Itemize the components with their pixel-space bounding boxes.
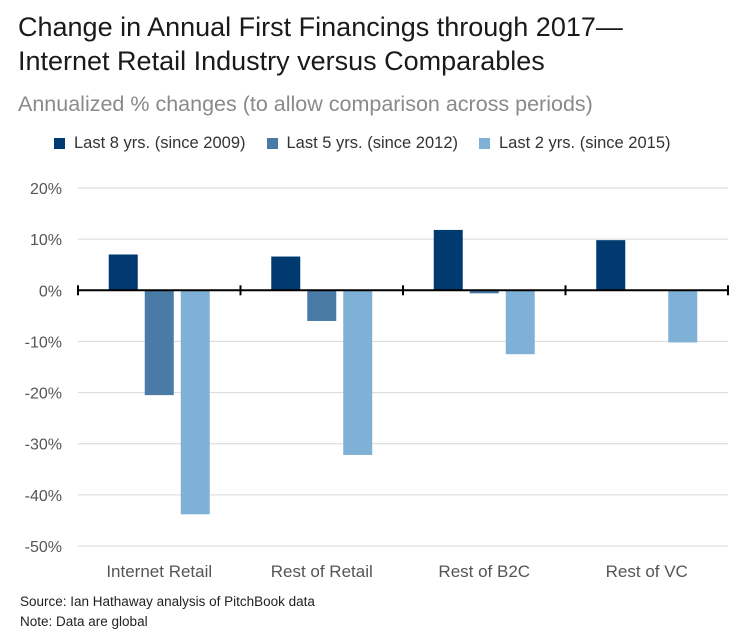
bar <box>505 290 535 355</box>
bar <box>180 290 210 515</box>
legend-label-series-3: Last 2 yrs. (since 2015) <box>499 134 671 152</box>
y-tick-label: -10% <box>25 334 62 351</box>
bar <box>108 254 138 291</box>
y-tick-label: 20% <box>30 181 62 198</box>
x-category-label: Rest of B2C <box>438 562 530 581</box>
chart-legend: Last 8 yrs. (since 2009) Last 5 yrs. (si… <box>54 134 692 153</box>
legend-item-series-3: Last 2 yrs. (since 2015) <box>479 134 671 153</box>
data-note: Note: Data are global <box>20 614 148 629</box>
chart-title: Change in Annual First Financings throug… <box>18 10 623 78</box>
legend-swatch-series-2 <box>266 138 278 149</box>
legend-item-series-2: Last 5 yrs. (since 2012) <box>266 134 459 153</box>
x-category-label: Rest of VC <box>606 562 688 581</box>
y-tick-label: 10% <box>30 232 62 249</box>
x-category-label: Rest of Retail <box>271 562 373 581</box>
legend-label-series-1: Last 8 yrs. (since 2009) <box>74 134 246 152</box>
bar <box>144 290 174 396</box>
chart-subtitle: Annualized % changes (to allow compariso… <box>18 92 593 116</box>
legend-swatch-series-1 <box>54 138 65 149</box>
bar <box>469 290 499 294</box>
bar <box>668 290 698 343</box>
bar <box>433 229 463 291</box>
x-category-label: Internet Retail <box>106 562 212 581</box>
chart-title-line-1: Change in Annual First Financings throug… <box>18 12 623 42</box>
y-tick-label: -20% <box>25 386 62 403</box>
bar-chart: 20% 10% 0% -10% -20% -30% -40% -50% Internet Ret… <box>25 181 729 581</box>
bar <box>271 256 301 291</box>
chart-title-line-2: Internet Retail Industry versus Comparab… <box>18 46 545 76</box>
bar <box>343 290 373 455</box>
legend-swatch-series-3 <box>479 138 490 149</box>
legend-item-series-1: Last 8 yrs. (since 2009) <box>54 134 246 153</box>
bar <box>596 240 626 291</box>
source-note: Source: Ian Hathaway analysis of PitchBo… <box>20 594 315 609</box>
y-tick-label: -30% <box>25 437 62 454</box>
y-tick-label: 0% <box>39 283 62 300</box>
legend-label-series-2: Last 5 yrs. (since 2012) <box>286 134 459 152</box>
y-tick-label: -50% <box>25 539 62 556</box>
bar <box>307 290 337 321</box>
y-tick-label: -40% <box>25 488 62 505</box>
